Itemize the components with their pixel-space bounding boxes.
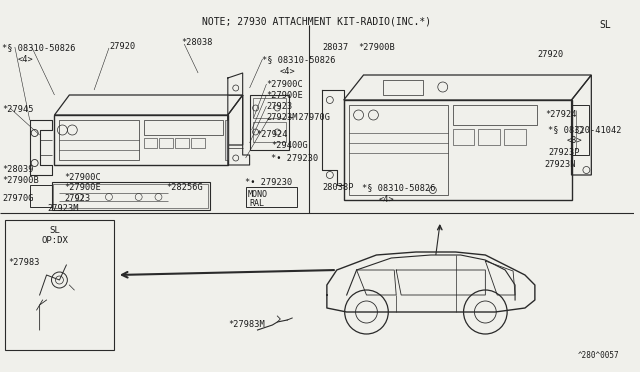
Bar bbox=[452, 129, 474, 145]
Text: *§ 08310-50826: *§ 08310-50826 bbox=[262, 55, 336, 64]
Bar bbox=[344, 100, 572, 200]
Bar bbox=[143, 120, 223, 135]
Text: *27924: *27924 bbox=[257, 130, 288, 139]
Text: *§ 08320-41042: *§ 08320-41042 bbox=[548, 125, 621, 134]
Bar bbox=[572, 105, 589, 155]
Text: *§ 08310-50826: *§ 08310-50826 bbox=[362, 183, 435, 192]
Text: 27920: 27920 bbox=[109, 42, 135, 51]
Text: *27900C: *27900C bbox=[65, 173, 101, 182]
Bar bbox=[60, 120, 139, 160]
Bar bbox=[349, 105, 448, 195]
Bar bbox=[452, 105, 537, 125]
Bar bbox=[143, 138, 157, 148]
Text: *27924: *27924 bbox=[546, 110, 577, 119]
Text: MONO: MONO bbox=[248, 190, 268, 199]
Bar bbox=[383, 80, 423, 95]
Text: 28038P: 28038P bbox=[322, 183, 353, 192]
Text: *27945: *27945 bbox=[2, 105, 33, 114]
Bar bbox=[51, 182, 210, 210]
Text: 27923M: 27923M bbox=[47, 204, 79, 213]
Text: 27923P: 27923P bbox=[548, 148, 580, 157]
Text: — 27970G: — 27970G bbox=[288, 113, 330, 122]
Text: 27923: 27923 bbox=[266, 102, 292, 111]
Bar bbox=[253, 98, 286, 118]
Bar bbox=[479, 129, 500, 145]
Text: 27923M: 27923M bbox=[266, 113, 298, 122]
Text: *• 279230: *• 279230 bbox=[244, 178, 292, 187]
Text: ^280^0057: ^280^0057 bbox=[577, 351, 619, 360]
Bar bbox=[504, 129, 526, 145]
Text: 27920: 27920 bbox=[538, 50, 564, 59]
Text: *27900C: *27900C bbox=[266, 80, 303, 89]
Text: <4>: <4> bbox=[279, 67, 295, 76]
Bar bbox=[191, 138, 205, 148]
Text: SL: SL bbox=[49, 226, 60, 235]
Text: <4>: <4> bbox=[18, 55, 33, 64]
Bar bbox=[29, 185, 51, 207]
Bar bbox=[175, 138, 189, 148]
Text: *§ 08310-50826: *§ 08310-50826 bbox=[2, 43, 76, 52]
Text: 27923N: 27923N bbox=[545, 160, 576, 169]
Text: *27900B: *27900B bbox=[358, 43, 396, 52]
Bar bbox=[253, 122, 286, 142]
Bar bbox=[54, 115, 228, 165]
Text: *28038: *28038 bbox=[181, 38, 212, 47]
Text: <4>: <4> bbox=[378, 195, 394, 204]
Bar bbox=[246, 187, 297, 207]
Text: *27983: *27983 bbox=[8, 258, 40, 267]
Text: *27900E: *27900E bbox=[65, 183, 101, 192]
Text: *27983M: *27983M bbox=[228, 320, 264, 329]
Text: *• 279230: *• 279230 bbox=[271, 154, 319, 163]
Text: *28039: *28039 bbox=[2, 165, 33, 174]
Text: NOTE; 27930 ATTACHMENT KIT-RADIO(INC.*): NOTE; 27930 ATTACHMENT KIT-RADIO(INC.*) bbox=[202, 16, 431, 26]
Text: *28256G: *28256G bbox=[166, 183, 203, 192]
Text: *27900E: *27900E bbox=[266, 91, 303, 100]
Text: OP:DX: OP:DX bbox=[41, 236, 68, 245]
Bar bbox=[5, 220, 114, 350]
Text: 28037: 28037 bbox=[322, 43, 348, 52]
Text: RAL: RAL bbox=[250, 199, 264, 208]
Text: *27900B: *27900B bbox=[2, 176, 39, 185]
Text: 27970G: 27970G bbox=[2, 194, 33, 203]
Text: <3>: <3> bbox=[566, 136, 582, 145]
Bar bbox=[54, 184, 208, 208]
Text: SL: SL bbox=[600, 20, 611, 30]
Text: *29400G: *29400G bbox=[271, 141, 308, 150]
Bar bbox=[250, 95, 289, 150]
Bar bbox=[225, 120, 228, 160]
Bar bbox=[159, 138, 173, 148]
Text: 27923: 27923 bbox=[65, 194, 91, 203]
